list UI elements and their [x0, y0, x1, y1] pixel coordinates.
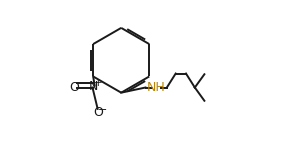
Text: O: O: [93, 106, 103, 119]
Text: +: +: [94, 78, 102, 88]
Text: N: N: [88, 80, 98, 93]
Text: NH: NH: [147, 81, 166, 94]
Text: −: −: [98, 105, 107, 115]
Text: O: O: [70, 81, 79, 94]
